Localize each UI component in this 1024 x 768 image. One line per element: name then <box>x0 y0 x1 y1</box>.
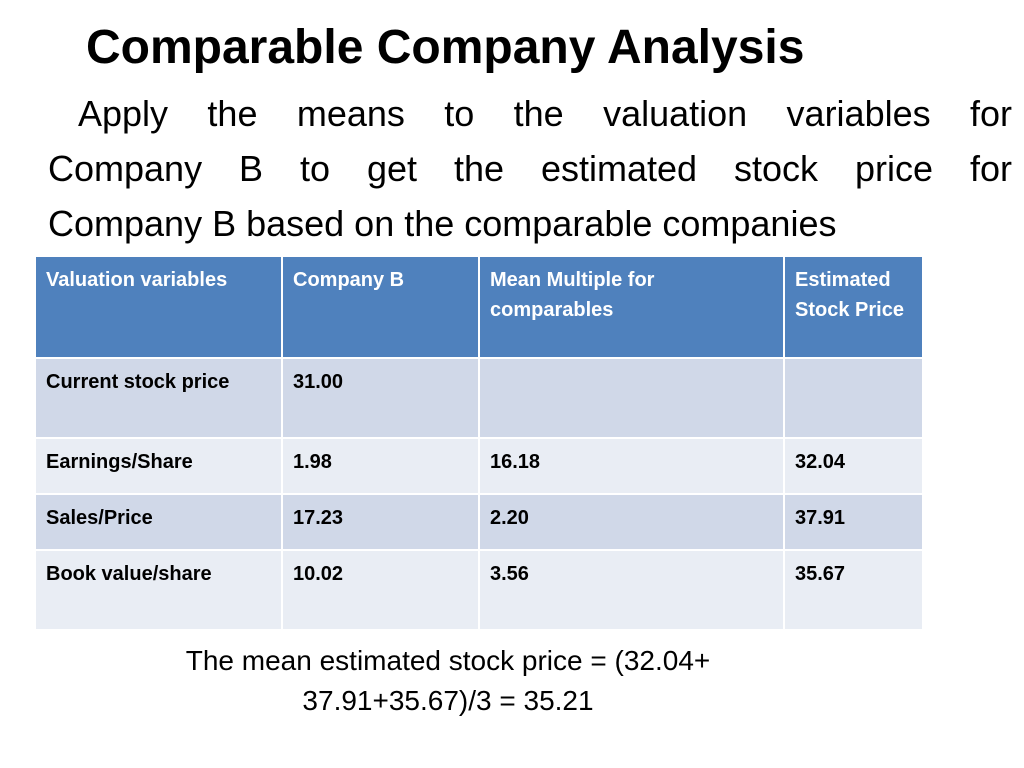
body-line: Company B based on the comparable compan… <box>48 203 837 244</box>
table-row: Sales/Price 17.23 2.20 37.91 <box>34 493 924 551</box>
summary-line: The mean estimated stock price = (32.04+ <box>185 645 711 676</box>
header-valuation-variables: Valuation variables <box>34 255 283 359</box>
table-cell: 35.67 <box>783 549 924 631</box>
table-row: Earnings/Share 1.98 16.18 32.04 <box>34 437 924 495</box>
header-estimated-price: Estimated Stock Price <box>783 255 924 359</box>
table-row: Book value/share 10.02 3.56 35.67 <box>34 549 924 631</box>
header-mean-multiple: Mean Multiple for comparables <box>478 255 785 359</box>
table-cell: 16.18 <box>478 437 785 495</box>
table-cell: 32.04 <box>783 437 924 495</box>
table-cell: 10.02 <box>281 549 480 631</box>
slide-body-text: Apply the means to the valuation variabl… <box>48 86 1012 251</box>
table-cell: 3.56 <box>478 549 785 631</box>
valuation-table: Valuation variables Company B Mean Multi… <box>34 255 924 631</box>
table-row: Current stock price 31.00 <box>34 357 924 439</box>
table-header: Valuation variables Company B Mean Multi… <box>34 255 924 359</box>
table-cell: 31.00 <box>281 357 480 439</box>
table-cell: Earnings/Share <box>34 437 283 495</box>
header-company-b: Company B <box>281 255 480 359</box>
slide-title: Comparable Company Analysis <box>86 21 805 74</box>
table-cell: 17.23 <box>281 493 480 551</box>
body-line: Apply the means to the valuation variabl… <box>78 93 1012 134</box>
table-cell: 2.20 <box>478 493 785 551</box>
summary-line: 37.91+35.67)/3 = 35.21 <box>302 685 594 716</box>
table-cell <box>478 357 785 439</box>
table-cell: Sales/Price <box>34 493 283 551</box>
table-body: Current stock price 31.00 Earnings/Share… <box>34 357 924 631</box>
table-cell: 1.98 <box>281 437 480 495</box>
table-header-row: Valuation variables Company B Mean Multi… <box>34 255 924 359</box>
table-cell: 37.91 <box>783 493 924 551</box>
table-cell: Book value/share <box>34 549 283 631</box>
summary-text: The mean estimated stock price = (32.04+… <box>140 641 756 721</box>
table-cell <box>783 357 924 439</box>
table-cell: Current stock price <box>34 357 283 439</box>
body-line: Company B to get the estimated stock pri… <box>48 148 1012 189</box>
